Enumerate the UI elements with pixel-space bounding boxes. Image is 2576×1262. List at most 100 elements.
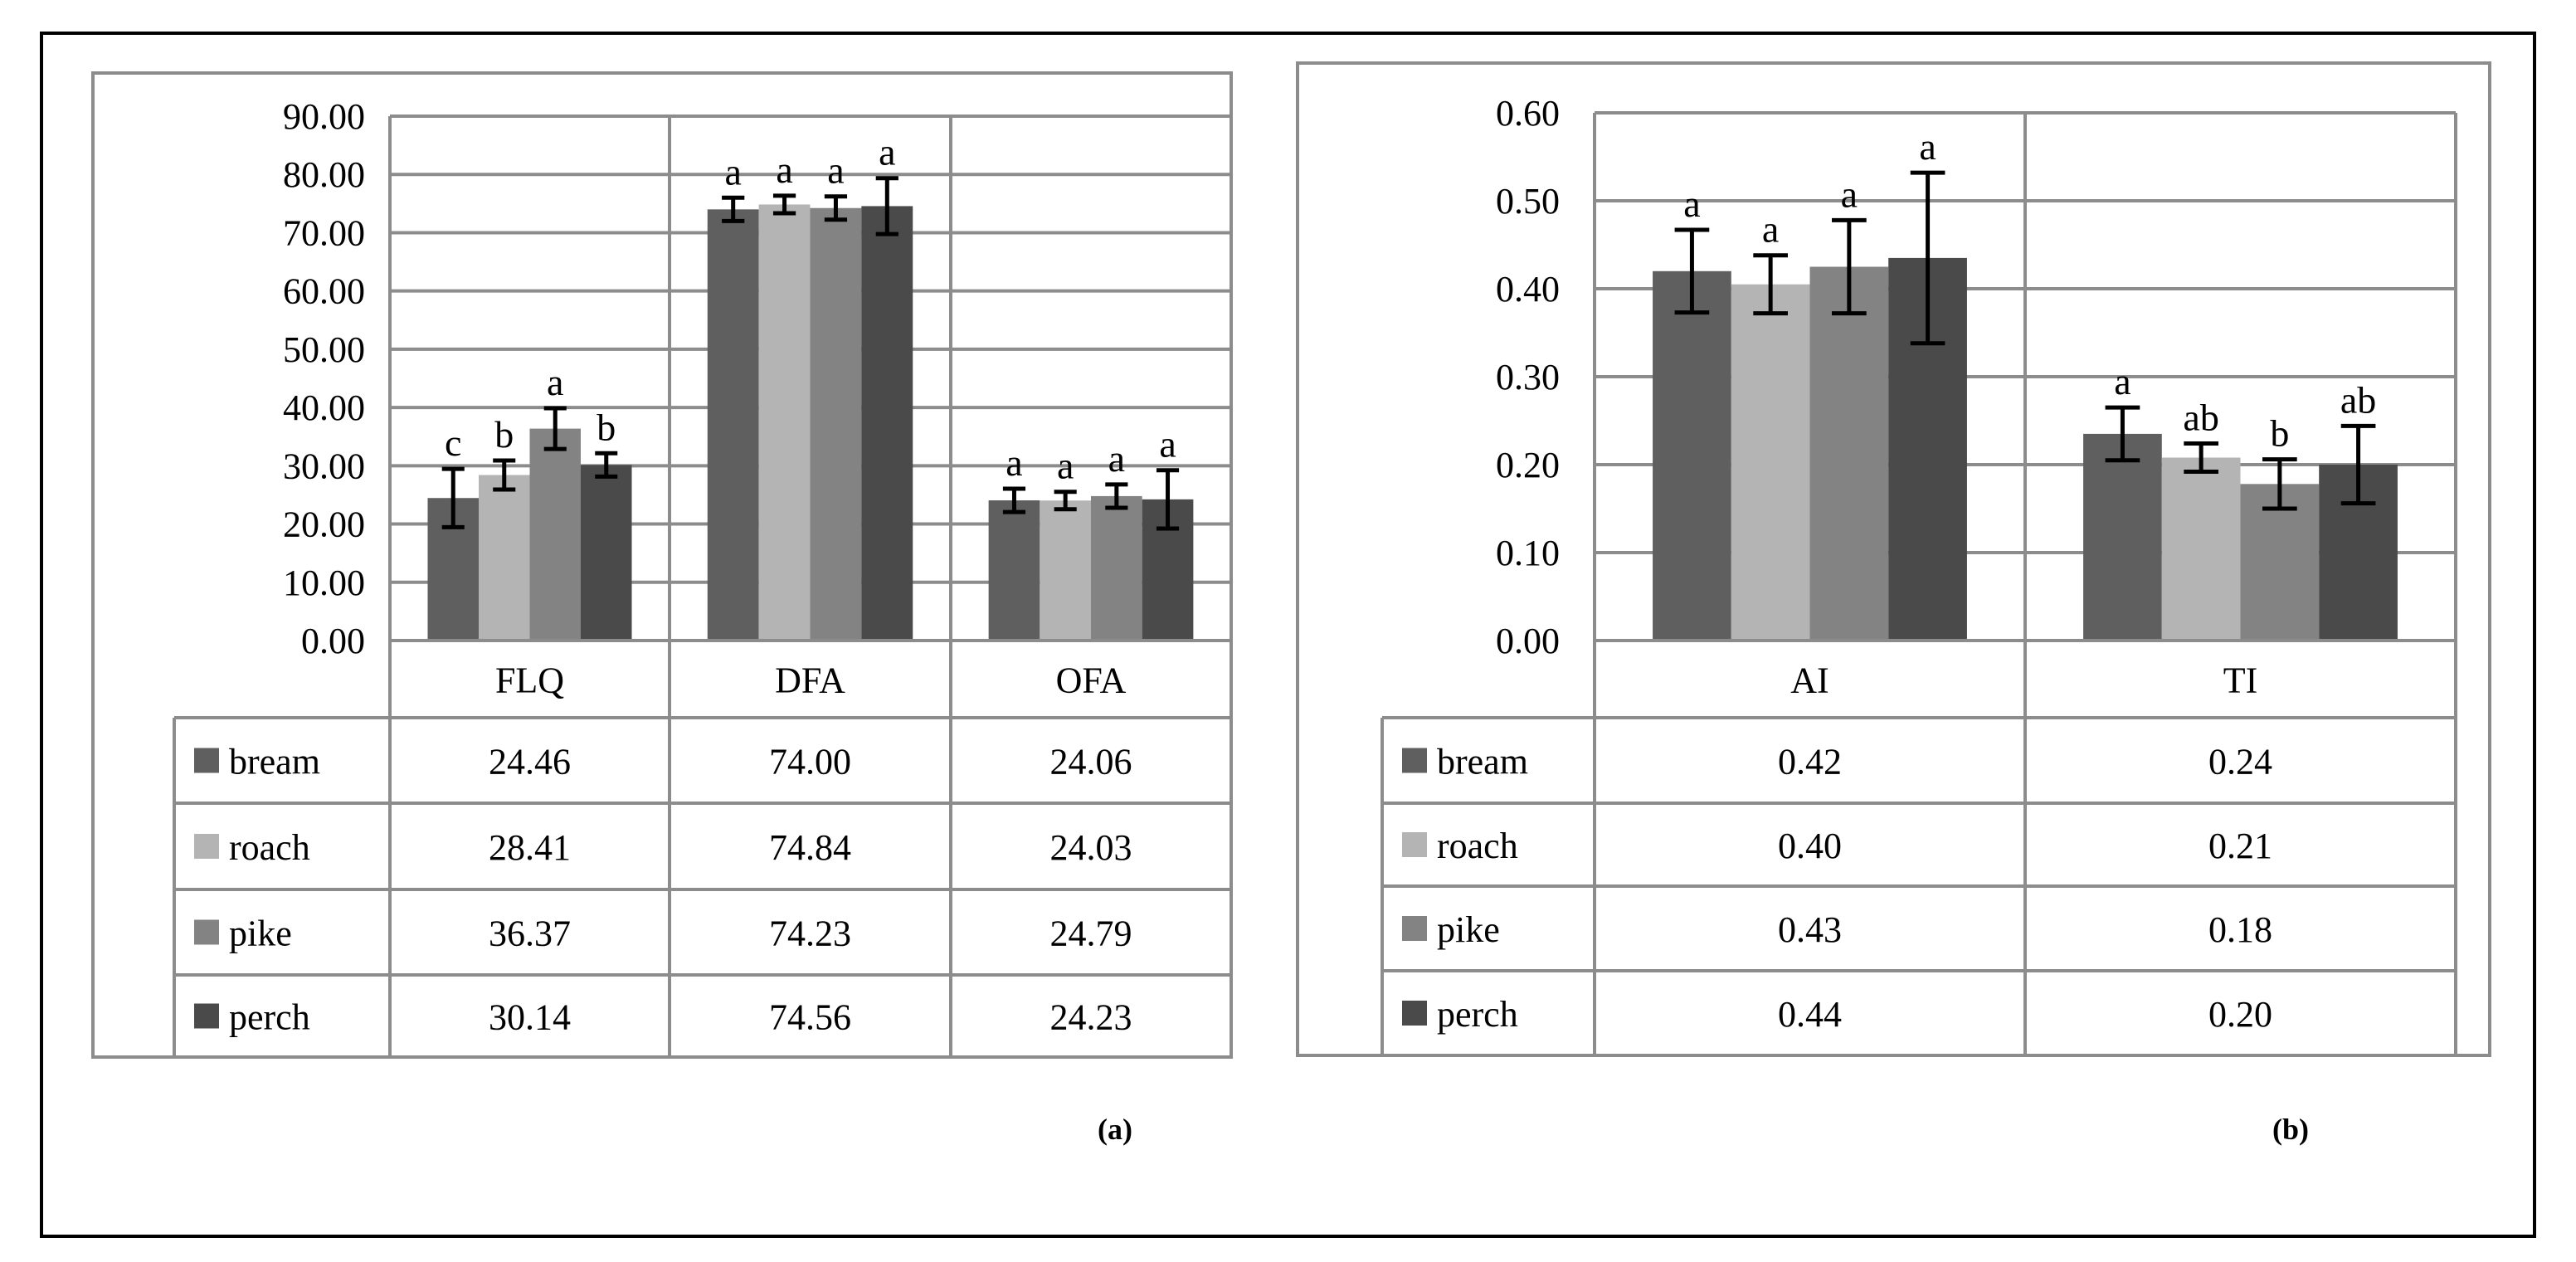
table-cell-bream-ti: 0.24 bbox=[2208, 742, 2272, 782]
significance-letter: a bbox=[547, 361, 563, 403]
bar-roach-flq bbox=[478, 475, 530, 641]
significance-letter: ab bbox=[2340, 378, 2376, 421]
significance-letter: a bbox=[1108, 437, 1125, 480]
bar-pike-flq bbox=[529, 428, 582, 641]
panel-b-data-table: AI TI bream 0.42 0.24 roach 0.40 0.21 pike 0.43 0.… bbox=[1381, 639, 2456, 1055]
significance-letter: a bbox=[1683, 183, 1700, 225]
category-label-ofa: OFA bbox=[1056, 660, 1127, 701]
table-cell-pike-ti: 0.18 bbox=[2208, 909, 2272, 950]
legend-swatch-perch bbox=[1402, 1001, 1427, 1026]
y-tick-label: 0.00 bbox=[301, 621, 365, 661]
table-cell-pike-ofa: 24.79 bbox=[1050, 914, 1132, 954]
bar-roach-ofa bbox=[1040, 500, 1091, 641]
table-cell-roach-dfa: 74.84 bbox=[769, 827, 851, 868]
significance-letter: a bbox=[2114, 360, 2130, 402]
table-cell-perch-flq: 30.14 bbox=[489, 997, 571, 1038]
table-cell-bream-flq: 24.46 bbox=[489, 742, 571, 782]
table-cell-roach-flq: 28.41 bbox=[489, 827, 571, 868]
panel-a-data-table: FLQ DFA OFA bream 24.46 74.00 24.06 roach 28.41 7… bbox=[173, 639, 1231, 1057]
significance-letter: a bbox=[776, 149, 792, 191]
table-cell-pike-flq: 36.37 bbox=[489, 914, 571, 954]
bar-bream-ti bbox=[2083, 433, 2162, 641]
y-tick-label: 80.00 bbox=[283, 154, 365, 195]
table-cell-perch-ti: 0.20 bbox=[2208, 994, 2272, 1035]
y-tick-label: 0.30 bbox=[1496, 357, 1560, 397]
figure-frame bbox=[40, 32, 2536, 1238]
panel-a-label: (a) bbox=[1098, 1113, 1132, 1146]
table-cell-roach-ofa: 24.03 bbox=[1050, 827, 1132, 868]
significance-letter: b bbox=[2270, 412, 2289, 455]
significance-letter: a bbox=[827, 149, 844, 192]
legend-swatch-roach bbox=[194, 834, 219, 859]
legend-label-perch: perch bbox=[1437, 994, 1518, 1035]
legend-swatch-bream bbox=[1402, 748, 1427, 773]
significance-letter: c bbox=[445, 421, 461, 464]
bar-bream-ai bbox=[1653, 270, 1731, 641]
legend-swatch-bream bbox=[194, 748, 219, 773]
y-tick-label: 60.00 bbox=[283, 271, 365, 312]
legend-label-roach: roach bbox=[1437, 826, 1518, 866]
significance-letter: a bbox=[1762, 208, 1779, 251]
panel-b-error-bars bbox=[1674, 170, 2376, 511]
table-cell-bream-dfa: 74.00 bbox=[769, 742, 851, 782]
y-tick-label: 0.40 bbox=[1496, 269, 1560, 309]
significance-letter: a bbox=[1057, 445, 1074, 487]
bar-bream-dfa bbox=[707, 209, 759, 641]
significance-letter: a bbox=[879, 131, 895, 173]
table-cell-perch-ofa: 24.23 bbox=[1050, 997, 1132, 1038]
legend-label-bream: bream bbox=[229, 742, 320, 782]
y-tick-label: 0.60 bbox=[1496, 93, 1560, 134]
significance-letter: a bbox=[1841, 173, 1858, 215]
significance-letter: ab bbox=[2183, 397, 2218, 439]
y-tick-label: 90.00 bbox=[283, 96, 365, 137]
panel-b-y-axis: 0.00 0.10 0.20 0.30 0.40 0.50 0.60 bbox=[1496, 93, 1560, 661]
table-cell-pike-ai: 0.43 bbox=[1778, 909, 1842, 950]
significance-letter: a bbox=[1919, 125, 1936, 168]
panel-b-bars bbox=[1653, 257, 2398, 641]
panel-b-frame bbox=[1296, 61, 2491, 1057]
significance-letter: b bbox=[494, 413, 514, 456]
significance-letter: a bbox=[724, 150, 741, 192]
panel-b-label: (b) bbox=[2272, 1113, 2309, 1146]
bar-pike-ofa bbox=[1091, 495, 1142, 641]
bar-roach-dfa bbox=[758, 204, 811, 641]
table-cell-roach-ai: 0.40 bbox=[1778, 826, 1842, 866]
category-label-flq: FLQ bbox=[495, 660, 564, 701]
y-tick-label: 10.00 bbox=[283, 563, 365, 603]
y-tick-label: 20.00 bbox=[283, 504, 365, 545]
panel-b-significance-letters: a a a a a ab b ab bbox=[1683, 125, 2376, 455]
y-tick-label: 50.00 bbox=[283, 329, 365, 370]
legend-label-pike: pike bbox=[229, 914, 292, 954]
legend-swatch-pike bbox=[1402, 916, 1427, 941]
significance-letter: a bbox=[1006, 441, 1022, 484]
y-tick-label: 0.00 bbox=[1496, 621, 1560, 661]
table-cell-pike-dfa: 74.23 bbox=[769, 914, 851, 954]
table-cell-bream-ai: 0.42 bbox=[1778, 742, 1842, 782]
y-tick-label: 0.10 bbox=[1496, 533, 1560, 573]
table-cell-bream-ofa: 24.06 bbox=[1050, 742, 1132, 782]
legend-swatch-roach bbox=[1402, 832, 1427, 857]
legend-label-bream: bream bbox=[1437, 742, 1528, 782]
legend-label-roach: roach bbox=[229, 827, 310, 868]
significance-letter: b bbox=[597, 406, 616, 448]
bar-pike-ai bbox=[1809, 266, 1889, 641]
category-label-ai: AI bbox=[1790, 660, 1829, 701]
table-cell-roach-ti: 0.21 bbox=[2208, 826, 2272, 866]
bar-bream-ofa bbox=[988, 500, 1040, 641]
table-cell-perch-ai: 0.44 bbox=[1778, 994, 1842, 1035]
legend-label-perch: perch bbox=[229, 997, 310, 1038]
y-tick-label: 70.00 bbox=[283, 212, 365, 253]
bar-perch-dfa bbox=[861, 206, 913, 641]
bar-roach-ai bbox=[1731, 284, 1810, 641]
panel-a-y-axis: 0.00 10.00 20.00 30.00 40.00 50.00 60.00 70.00 8… bbox=[283, 96, 365, 661]
legend-swatch-pike bbox=[194, 919, 219, 945]
category-label-dfa: DFA bbox=[775, 660, 845, 701]
y-tick-label: 40.00 bbox=[283, 387, 365, 428]
panel-a-error-bars bbox=[441, 176, 1180, 531]
significance-letter: a bbox=[1159, 423, 1176, 465]
y-tick-label: 0.50 bbox=[1496, 181, 1560, 222]
